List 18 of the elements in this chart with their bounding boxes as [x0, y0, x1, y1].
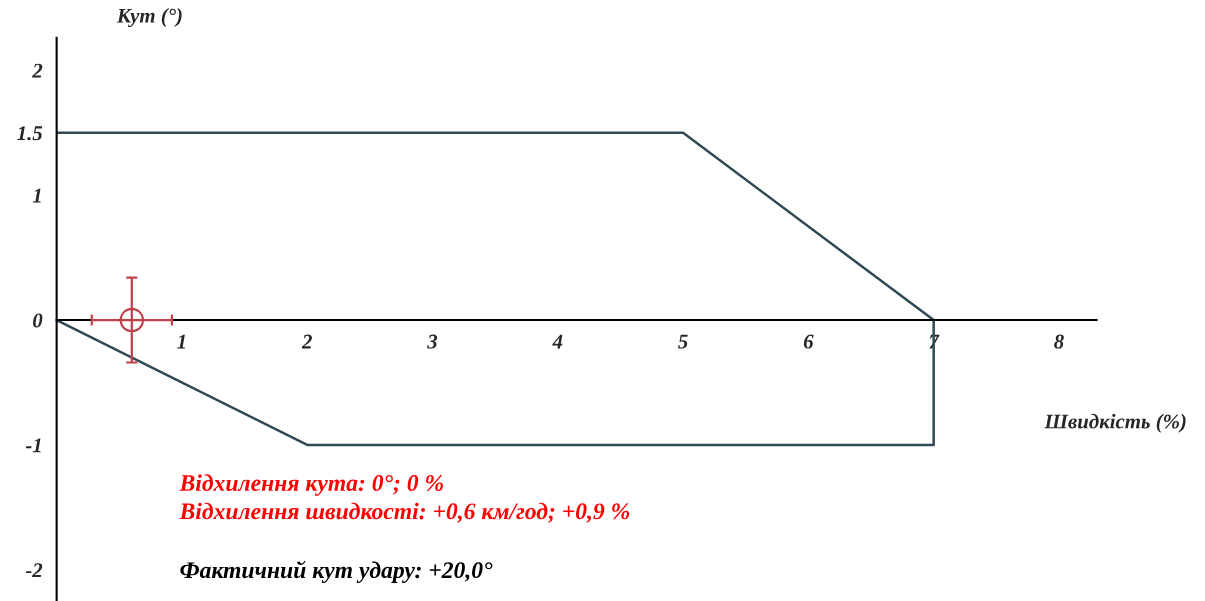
- y-tick-label: 2: [32, 63, 43, 78]
- y-tick-label: 1: [32, 188, 41, 203]
- y-tick-label: 0: [33, 313, 43, 328]
- x-tick-label: 3: [427, 334, 438, 349]
- x-tick-label: 5: [678, 334, 688, 349]
- annotation: Фактичний кут удару: +20,0°: [180, 560, 493, 583]
- annotation: Відхилення швидкості: +0,6 км/год; +0,9 %: [179, 502, 630, 523]
- y-axis-title: Кут (°): [116, 8, 182, 28]
- y-tick-label: 1.5: [17, 126, 43, 141]
- x-tick-label: 6: [803, 334, 814, 349]
- y-tick-label: -1: [25, 438, 41, 453]
- x-tick-label: 1: [177, 334, 186, 349]
- x-tick-label: 4: [552, 334, 563, 349]
- annotation: Відхилення кута: 0°; 0 %: [179, 474, 443, 496]
- x-axis-title: Швидкість (%): [1044, 413, 1186, 433]
- y-tick-label: -2: [25, 563, 43, 578]
- x-tick-label: 2: [301, 334, 312, 349]
- x-tick-label: 8: [1054, 334, 1064, 349]
